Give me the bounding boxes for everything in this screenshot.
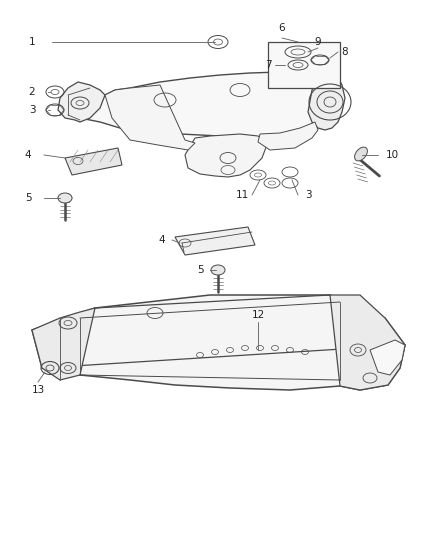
Polygon shape [175, 227, 255, 255]
Polygon shape [75, 72, 330, 138]
Text: 3: 3 [305, 190, 311, 200]
Text: 9: 9 [314, 37, 321, 47]
Polygon shape [58, 82, 105, 122]
Text: 8: 8 [342, 47, 348, 57]
Polygon shape [32, 295, 405, 390]
Text: 13: 13 [32, 385, 45, 395]
Text: 3: 3 [28, 105, 35, 115]
Polygon shape [105, 85, 195, 150]
Text: 2: 2 [28, 87, 35, 97]
Polygon shape [308, 74, 345, 130]
Text: 6: 6 [279, 23, 285, 33]
Text: 4: 4 [159, 235, 165, 245]
Text: 11: 11 [235, 190, 249, 200]
Text: 10: 10 [385, 150, 399, 160]
Ellipse shape [58, 193, 72, 203]
Text: 1: 1 [28, 37, 35, 47]
Text: 5: 5 [197, 265, 203, 275]
Text: 12: 12 [251, 310, 265, 320]
Polygon shape [330, 295, 405, 390]
Ellipse shape [355, 147, 367, 161]
Polygon shape [32, 308, 95, 380]
Polygon shape [258, 122, 318, 150]
Text: 7: 7 [265, 60, 271, 70]
Polygon shape [268, 42, 340, 88]
Polygon shape [185, 134, 268, 177]
Ellipse shape [211, 265, 225, 275]
Text: 5: 5 [25, 193, 31, 203]
Polygon shape [370, 340, 405, 375]
Text: 4: 4 [25, 150, 31, 160]
Polygon shape [65, 148, 122, 175]
